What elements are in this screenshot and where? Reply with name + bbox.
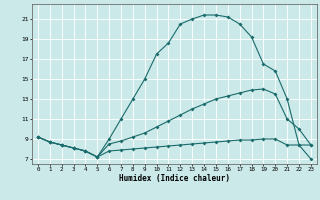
X-axis label: Humidex (Indice chaleur): Humidex (Indice chaleur) [119,174,230,183]
